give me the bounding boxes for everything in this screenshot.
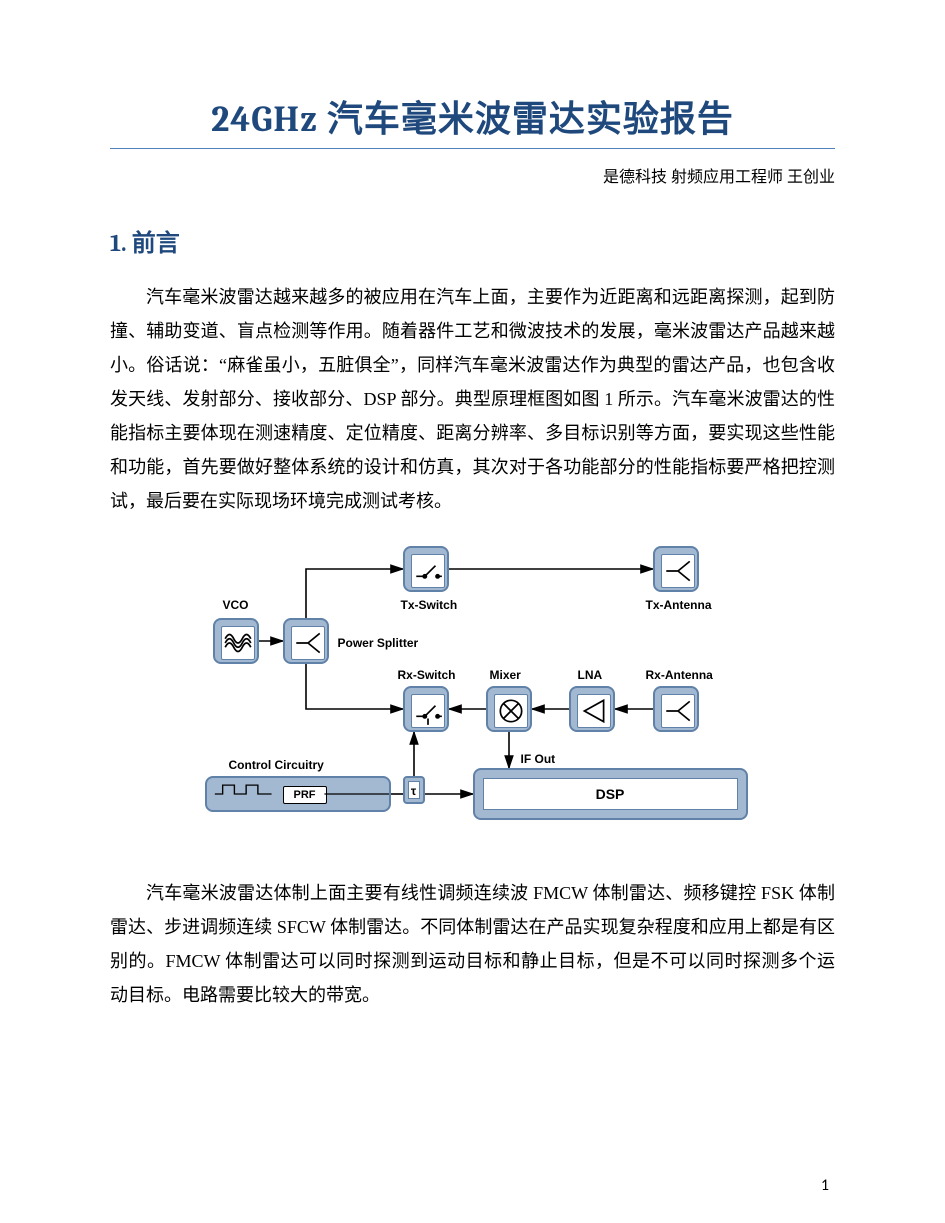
node-txant [653, 546, 699, 592]
label-splitter: Power Splitter [338, 636, 419, 650]
label-lna: LNA [578, 668, 603, 682]
label-rxant: Rx-Antenna [646, 668, 713, 682]
dsp-label: DSP [483, 778, 738, 810]
node-rxswitch [403, 686, 449, 732]
block-diagram: PRF τ DSP VCO Power Splitter Tx-Switch T… [173, 538, 773, 848]
paragraph-2: 汽车毫米波雷达体制上面主要有线性调频连续波 FMCW 体制雷达、频移键控 FSK… [110, 876, 835, 1012]
node-splitter [283, 618, 329, 664]
box-dsp: DSP [473, 768, 748, 820]
box-control-circuitry: PRF [205, 776, 391, 812]
node-txswitch [403, 546, 449, 592]
node-rxant [653, 686, 699, 732]
label-mixer: Mixer [490, 668, 521, 682]
node-vco [213, 618, 259, 664]
label-vco: VCO [223, 598, 249, 612]
node-tau: τ [403, 776, 425, 804]
page-title: 24GHz 汽车毫米波雷达实验报告 [110, 90, 835, 149]
section-1-heading: 1. 前言 [110, 223, 835, 258]
label-ifout: IF Out [521, 752, 556, 766]
label-rxswitch: Rx-Switch [398, 668, 456, 682]
label-control: Control Circuitry [229, 758, 324, 772]
label-txswitch: Tx-Switch [401, 598, 458, 612]
page-number: 1 [821, 1176, 829, 1195]
node-mixer [486, 686, 532, 732]
label-txant: Tx-Antenna [646, 598, 712, 612]
node-lna [569, 686, 615, 732]
paragraph-1: 汽车毫米波雷达越来越多的被应用在汽车上面，主要作为近距离和远距离探测，起到防撞、… [110, 280, 835, 518]
author-line: 是德科技 射频应用工程师 王创业 [110, 163, 835, 187]
